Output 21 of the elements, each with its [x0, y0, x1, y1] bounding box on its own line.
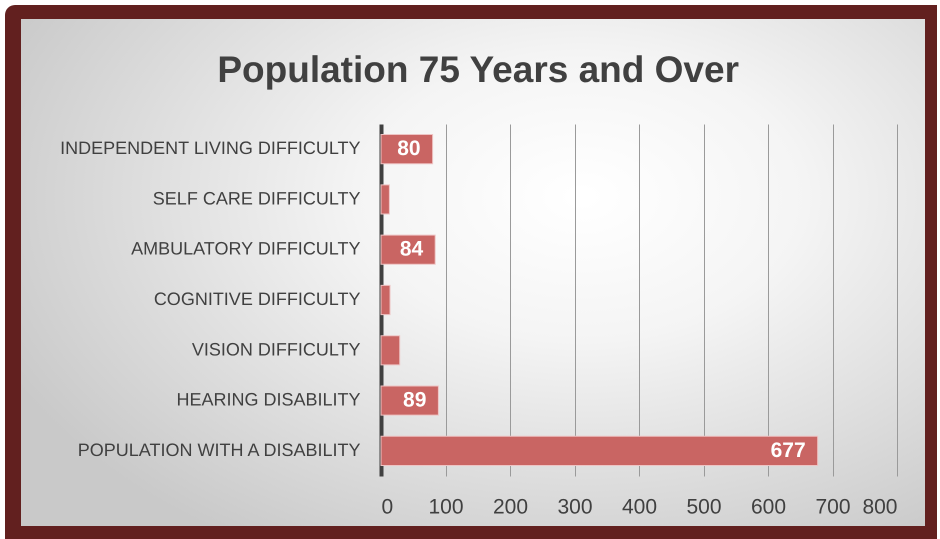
x-tick-label: 300 — [557, 496, 593, 518]
data-label: 89 — [403, 388, 426, 412]
y-tick-label: HEARING DISABILITY — [176, 390, 360, 410]
y-tick-label: VISION DIFFICULTY — [192, 339, 360, 360]
y-tick-label: SELF CARE DIFFICULTY — [152, 188, 360, 208]
y-tick-label: COGNITIVE DIFFICULTY — [154, 289, 360, 309]
x-tick-label: 400 — [622, 496, 658, 518]
x-tick-label: 800 — [862, 496, 898, 518]
x-tick-label: 100 — [428, 496, 464, 518]
chart-title: Population 75 Years and Over — [217, 49, 739, 90]
x-tick-label: 200 — [492, 496, 528, 518]
y-tick-label: AMBULATORY DIFFICULTY — [131, 238, 360, 259]
x-tick-label: 0 — [382, 496, 394, 518]
x-tick-label: 500 — [686, 496, 722, 518]
data-label: 677 — [770, 438, 806, 462]
x-tick-label: 700 — [815, 496, 851, 518]
y-tick-label: POPULATION WITH A DISABILITY — [78, 440, 360, 460]
x-tick-label: 600 — [750, 496, 786, 518]
y-tick-label: INDEPENDENT LIVING DIFFICULTY — [60, 138, 360, 158]
data-label: 84 — [400, 238, 424, 261]
data-label: 80 — [397, 137, 421, 160]
